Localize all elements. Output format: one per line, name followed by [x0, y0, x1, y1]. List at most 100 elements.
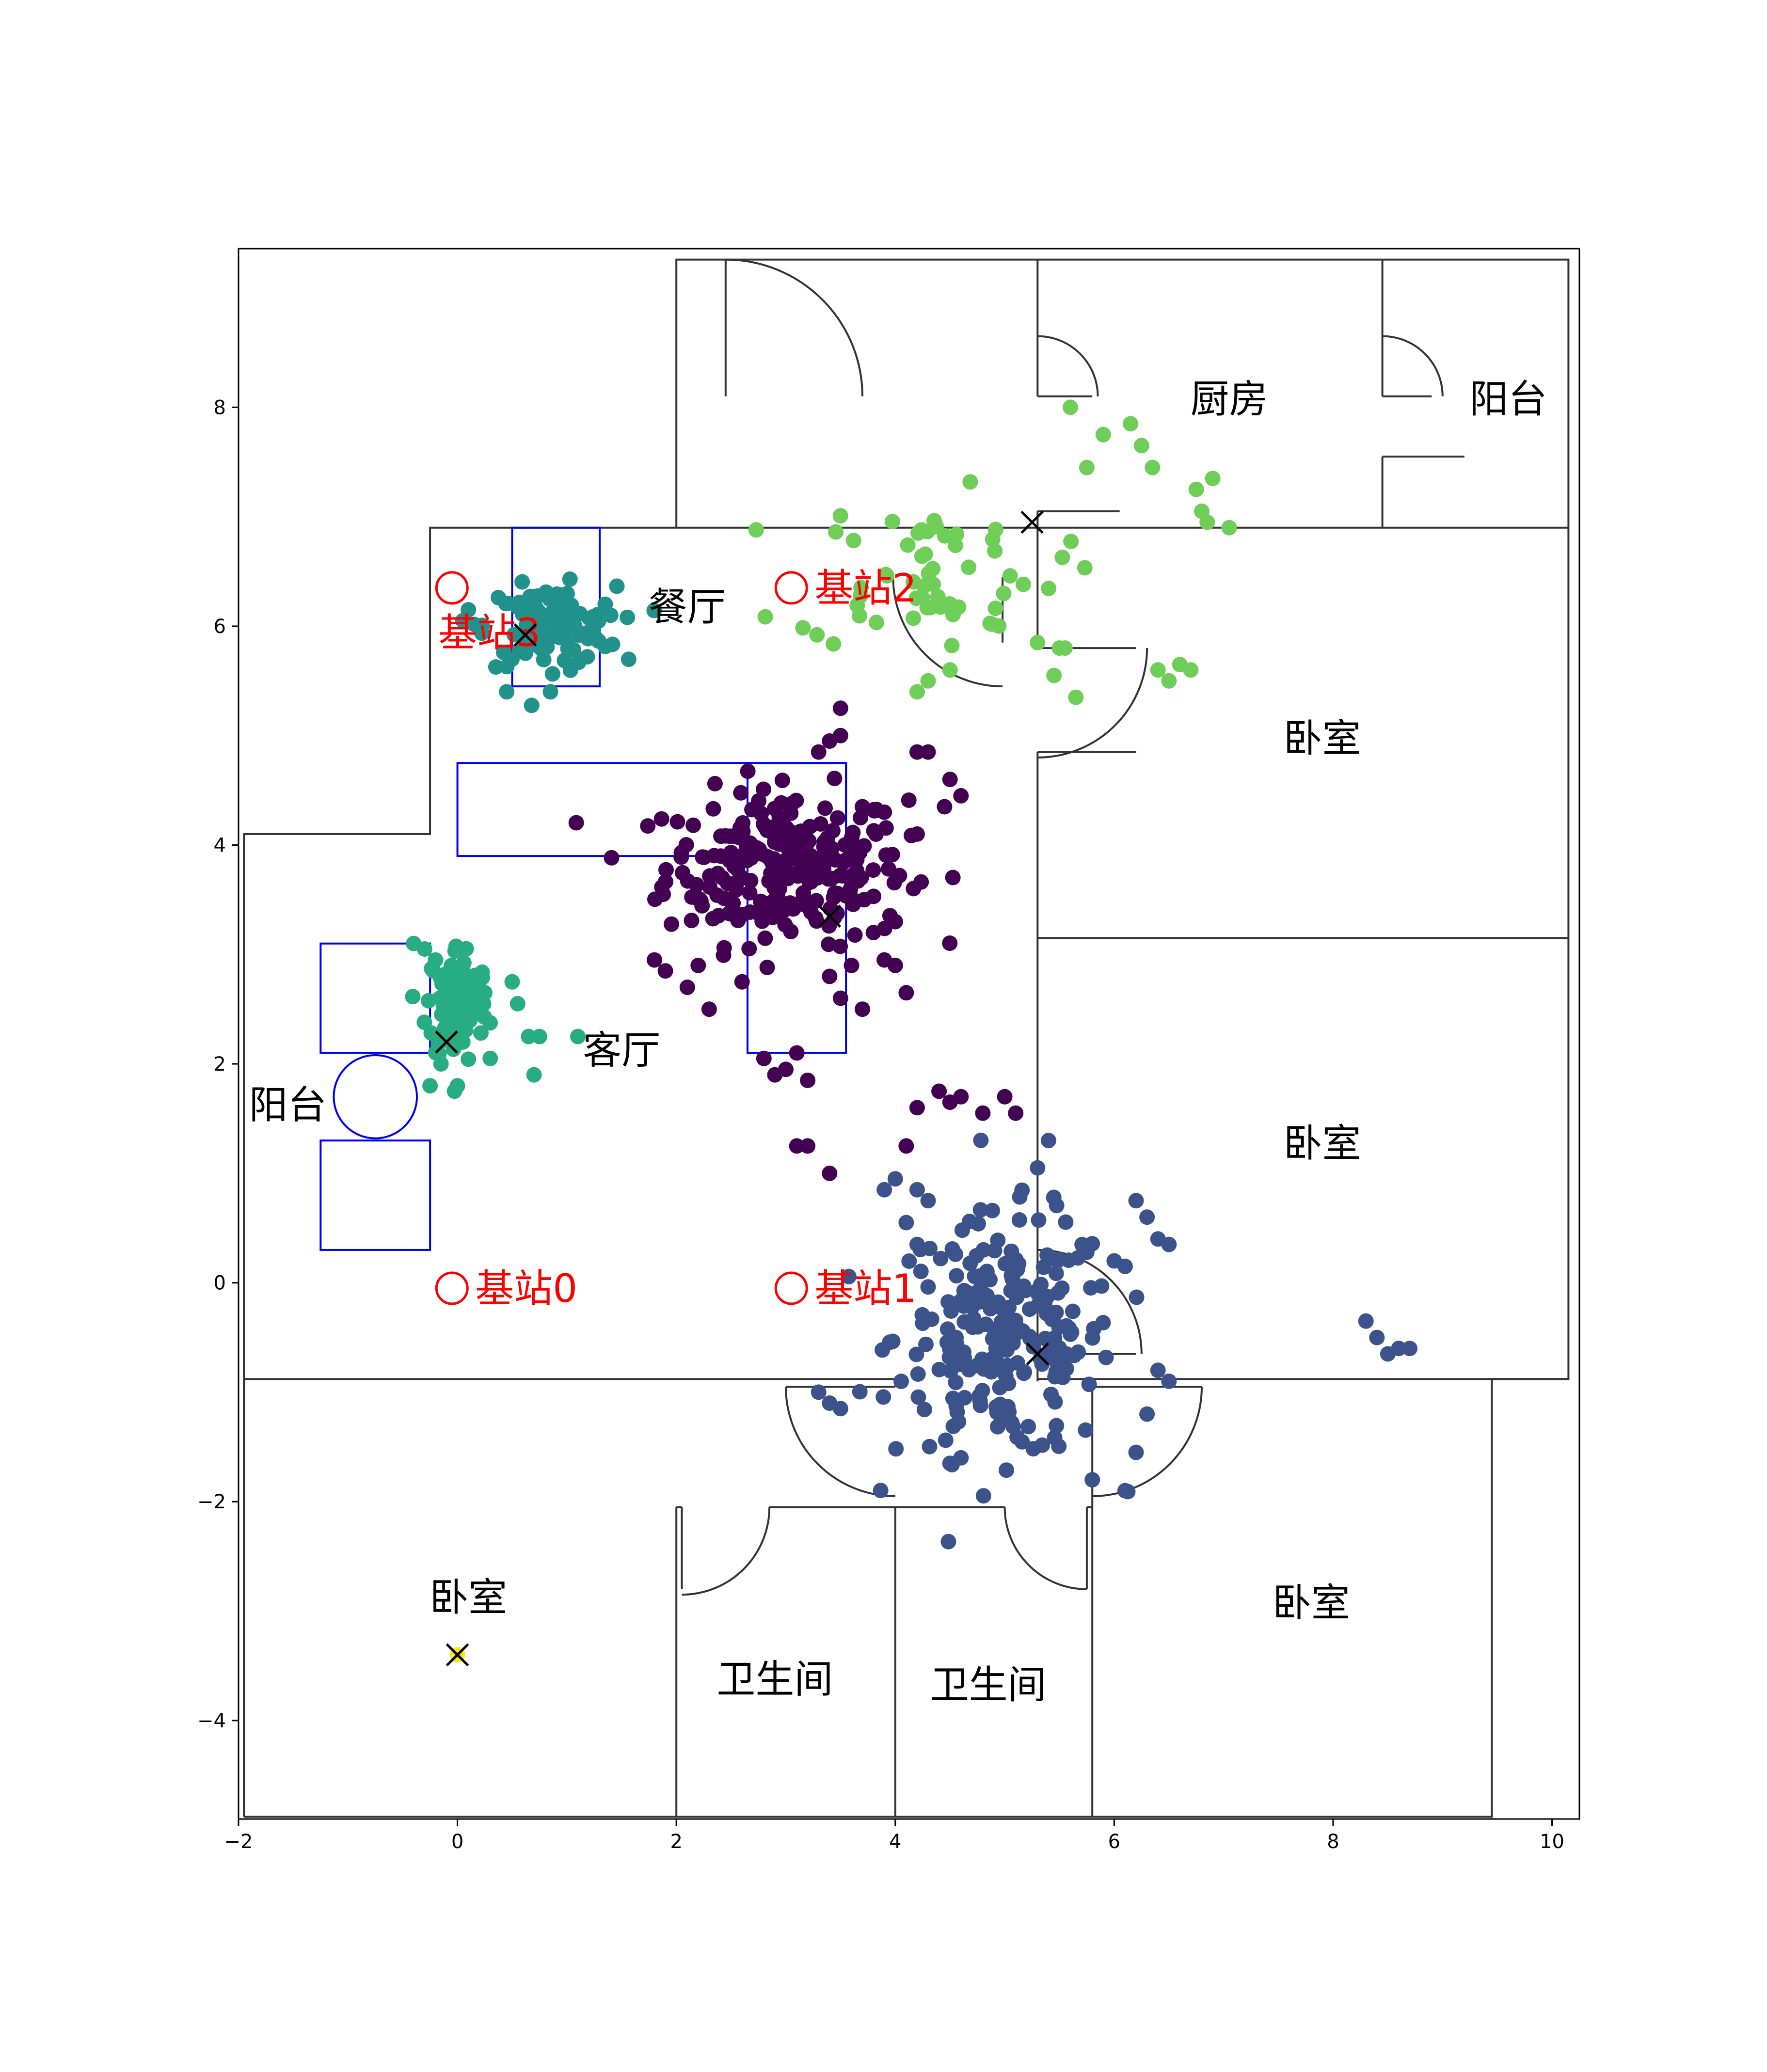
scatter-point	[733, 785, 749, 801]
scatter-point	[832, 938, 848, 954]
scatter-point	[726, 858, 742, 874]
scatter-point	[1139, 1209, 1155, 1225]
y-tick-label: −4	[197, 1710, 226, 1732]
scatter-point	[559, 585, 575, 601]
scatter-point	[743, 873, 759, 888]
scatter-point	[1025, 1441, 1041, 1457]
scatter-point	[514, 574, 530, 590]
scatter-point	[898, 1215, 914, 1231]
scatter-point	[922, 1439, 938, 1455]
y-tick-label: −2	[197, 1491, 226, 1513]
scatter-point	[1095, 1315, 1111, 1330]
scatter-point	[1030, 1160, 1046, 1176]
scatter-point	[999, 1462, 1014, 1478]
scatter-point	[789, 1138, 805, 1154]
scatter-point	[931, 1361, 947, 1377]
x-tick-label: −2	[224, 1831, 253, 1853]
scatter-point	[829, 810, 845, 826]
scatter-point	[1009, 1289, 1025, 1305]
scatter-point	[499, 684, 515, 700]
scatter-point	[524, 697, 540, 713]
scatter-point	[690, 957, 706, 973]
scatter-point	[1041, 581, 1057, 597]
scatter-point	[544, 666, 560, 682]
scatter-point	[1003, 1243, 1019, 1259]
scatter-point	[1016, 576, 1031, 592]
scatter-point	[942, 662, 958, 678]
room-label: 卫生间	[716, 1657, 833, 1702]
x-tick-label: 10	[1540, 1831, 1564, 1853]
scatter-point	[944, 637, 960, 653]
scatter-point	[909, 826, 925, 842]
scatter-point	[803, 874, 819, 890]
scatter-point	[1040, 1133, 1056, 1149]
scatter-point	[1057, 640, 1073, 656]
scatter-point	[498, 596, 514, 612]
scatter-point	[925, 576, 941, 592]
scatter-point	[1035, 1259, 1051, 1275]
scatter-point	[664, 916, 679, 932]
scatter-point	[822, 1165, 838, 1181]
scatter-point	[947, 538, 963, 554]
scatter-point	[940, 1534, 956, 1550]
scatter-point	[673, 845, 689, 861]
station-marker	[774, 571, 808, 605]
station-label: 基站0	[475, 1266, 577, 1311]
scatter-point	[444, 1015, 460, 1031]
scatter-point	[1133, 438, 1149, 454]
scatter-point	[984, 616, 1000, 632]
y-tick-label: 8	[214, 396, 226, 419]
scatter-point	[450, 985, 466, 1001]
scatter-point	[725, 895, 741, 911]
scatter-point	[926, 513, 942, 529]
door-arc	[785, 1387, 895, 1497]
scatter-point	[509, 996, 525, 1012]
scatter-point	[865, 862, 881, 878]
room-label: 卧室	[1273, 1581, 1350, 1626]
scatter-point	[757, 609, 773, 625]
scatter-point	[973, 1132, 989, 1148]
scatter-point	[1030, 1285, 1046, 1301]
station-marker	[774, 1271, 808, 1305]
scatter-point	[795, 620, 811, 636]
scatter-point	[951, 1414, 967, 1430]
scatter-point	[647, 952, 662, 968]
scatter-point	[504, 974, 520, 990]
scatter-point	[766, 801, 782, 817]
scatter-point	[1221, 520, 1237, 536]
scatter-point	[820, 871, 836, 887]
scatter-point	[1183, 662, 1199, 678]
scatter-point	[975, 1488, 991, 1504]
scatter-point	[679, 980, 695, 995]
scatter-point	[808, 910, 824, 926]
scatter-point	[908, 1346, 924, 1362]
scatter-point	[767, 1067, 783, 1083]
scatter-point	[1081, 1376, 1097, 1392]
scatter-point	[458, 941, 474, 957]
scatter-point	[542, 684, 558, 700]
scatter-point	[920, 673, 936, 689]
cluster-centroids	[435, 510, 1050, 1667]
scatter-point	[1004, 1415, 1019, 1431]
scatter-point	[790, 852, 806, 867]
scatter-point	[719, 875, 735, 891]
scatter-point	[1150, 662, 1166, 678]
scatter-point	[800, 1138, 816, 1154]
scatter-point	[416, 941, 432, 957]
scatter-point	[910, 525, 926, 541]
scatter-point	[887, 914, 903, 930]
scatter-point	[878, 820, 894, 836]
scatter-point	[1188, 481, 1204, 497]
y-tick-label: 2	[214, 1053, 226, 1076]
scatter-point	[1025, 1339, 1041, 1355]
scatter-point	[847, 927, 863, 943]
scatter-point	[757, 930, 773, 946]
y-tick-label: 6	[214, 616, 226, 638]
door-arc	[892, 577, 1003, 688]
scatter-point	[944, 1241, 960, 1257]
scatter-point	[822, 968, 838, 984]
room-label: 阳台	[1469, 377, 1547, 422]
scatter-point	[961, 1362, 977, 1378]
scatter-point	[443, 959, 459, 975]
